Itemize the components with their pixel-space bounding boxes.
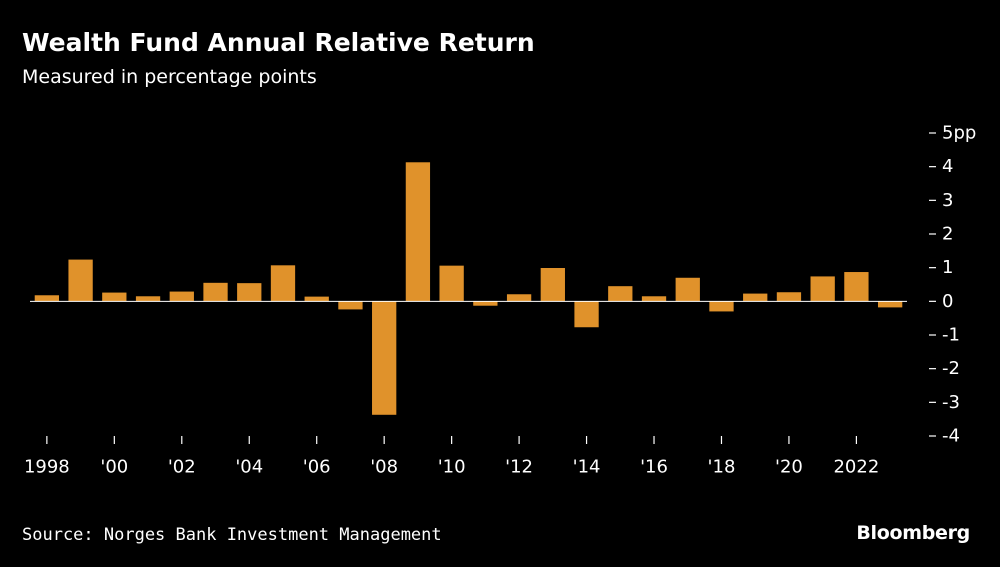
y-tick-label: 0	[942, 291, 953, 312]
bar-2004	[237, 283, 262, 302]
bars-group	[34, 162, 903, 415]
bar-1998	[34, 295, 60, 302]
bar-2011	[473, 301, 498, 306]
x-tick-label: '00	[100, 457, 128, 478]
y-tick-label: 3	[942, 190, 953, 211]
bar-2001	[135, 296, 161, 302]
x-axis: 1998 '00 '02 '04 '06 '08 '10 '12 '14 '16 '18 '20 202…	[24, 436, 879, 478]
x-tick-label: '04	[235, 457, 263, 478]
bar-2008	[372, 301, 397, 415]
y-tick-label: 1	[942, 257, 953, 278]
y-tick-label: 4	[942, 156, 953, 177]
x-tick-label: '16	[640, 457, 668, 478]
bar-1999	[68, 259, 93, 302]
bar-2020	[776, 292, 802, 302]
x-tick-label: '20	[775, 457, 803, 478]
y-axis: 5pp 4 3 2 1 0 -1 -2 -3 -4	[929, 123, 976, 447]
x-tick-label: 1998	[24, 457, 70, 478]
bar-2014	[574, 301, 599, 328]
bar-2015	[608, 286, 633, 302]
y-tick-label: -1	[942, 325, 960, 346]
x-tick-label: '10	[438, 457, 466, 478]
x-tick-label: '14	[573, 457, 601, 478]
x-tick-label: '08	[370, 457, 398, 478]
source-note: Source: Norges Bank Investment Managemen…	[22, 525, 442, 545]
bar-2019	[743, 293, 768, 302]
bar-2009	[405, 162, 431, 302]
chart-title: Wealth Fund Annual Relative Return	[22, 28, 535, 57]
bar-2012	[506, 294, 532, 302]
bar-2005	[270, 265, 296, 302]
bar-2018	[709, 301, 734, 312]
y-tick-label: -2	[942, 358, 960, 379]
bar-2016	[641, 296, 667, 302]
y-tick-label: 5pp	[942, 123, 976, 144]
y-tick-label: 2	[942, 224, 953, 245]
bloomberg-logo: Bloomberg	[856, 522, 970, 544]
bar-2002	[169, 291, 194, 302]
bar-2023	[877, 301, 903, 308]
x-tick-label: 2022	[833, 457, 879, 478]
x-tick-label: '18	[708, 457, 736, 478]
y-tick-label: -3	[942, 392, 960, 413]
bar-2007	[338, 301, 363, 310]
bar-2003	[203, 282, 228, 302]
bar-2010	[439, 265, 464, 302]
x-tick-label: '02	[168, 457, 196, 478]
bar-2006	[304, 296, 329, 302]
bar-2017	[675, 277, 700, 302]
bar-2000	[102, 292, 127, 302]
x-tick-label: '12	[505, 457, 533, 478]
bar-2021	[810, 276, 835, 302]
bar-2022	[844, 272, 869, 302]
chart-subtitle: Measured in percentage points	[22, 66, 317, 88]
y-tick-label: -4	[942, 426, 960, 447]
bar-2013	[540, 268, 565, 302]
x-tick-label: '06	[303, 457, 331, 478]
